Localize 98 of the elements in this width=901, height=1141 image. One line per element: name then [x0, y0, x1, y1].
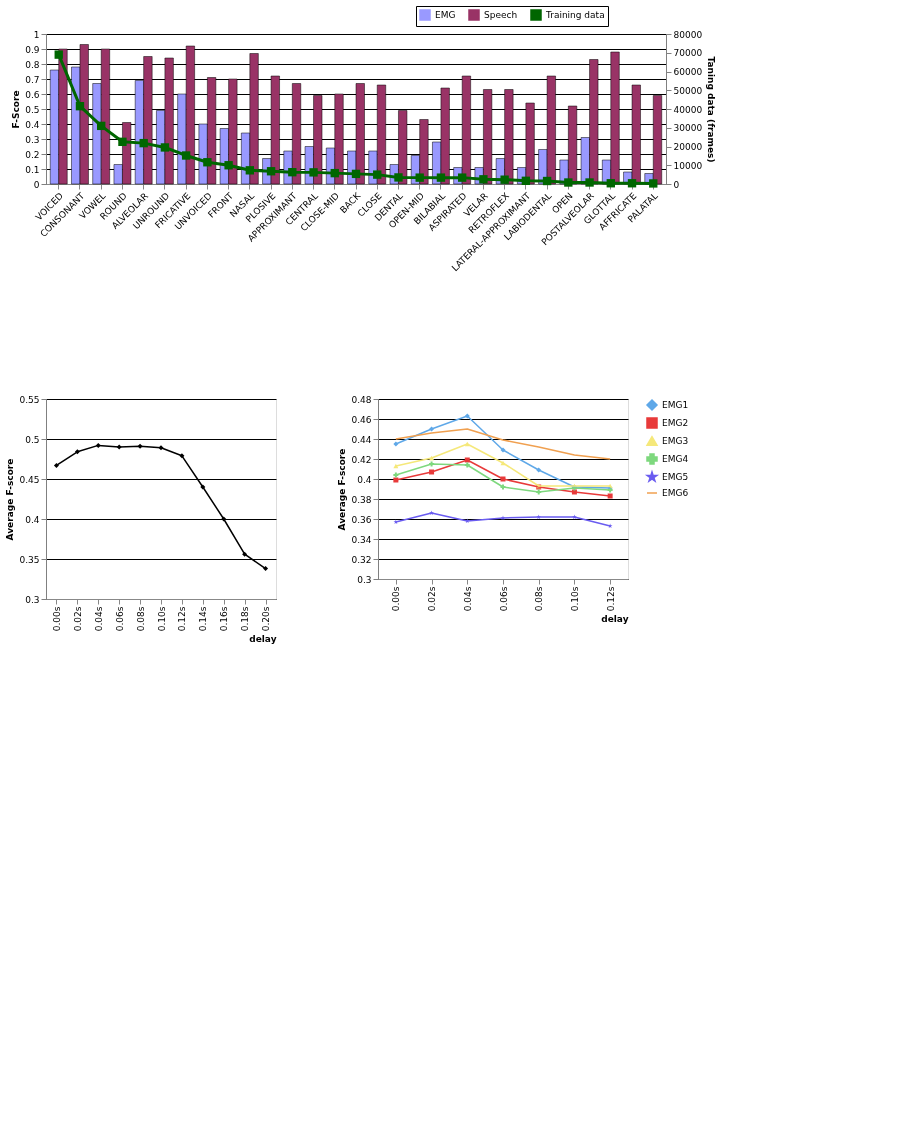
point: [288, 168, 297, 177]
y-tick-label: 0.2: [25, 149, 40, 160]
y-tick-label: 0.7: [25, 74, 40, 85]
legend-label: EMG2: [662, 418, 689, 428]
x-tick-label: 0.20s: [261, 606, 272, 632]
y-tick-label: 0.3: [25, 134, 40, 145]
point: [181, 151, 191, 160]
y2-tick-label: 40000: [673, 104, 703, 115]
y-tick-label: 0: [33, 179, 40, 190]
x-tick-label: 0.08s: [135, 606, 146, 632]
y-tick-label: 0.6: [25, 89, 40, 100]
y2-tick-label: 20000: [673, 142, 703, 152]
y-tick-label: 0.5: [25, 434, 40, 445]
y-tick-label: 0.5: [25, 104, 40, 115]
x-tick-label: 0.14s: [198, 606, 209, 632]
y-tick-label: 0.8: [25, 59, 40, 70]
point: [224, 161, 233, 170]
x-tick-label: 0.00s: [391, 586, 402, 612]
point: [627, 179, 637, 188]
x-tick-label: 0.02s: [427, 586, 438, 612]
y-tick-label: 0.3: [25, 594, 40, 605]
x-tick-label: 0.10s: [569, 586, 580, 612]
y-axis-title: Average F-score: [5, 458, 16, 541]
point: [564, 178, 573, 187]
x-tick-label: 0.02s: [72, 606, 83, 632]
y-tick-label: 0.9: [25, 44, 40, 55]
y2-tick-label: 60000: [673, 67, 703, 77]
y2-tick-label: 0: [673, 179, 680, 190]
legend-label: Training data: [545, 10, 605, 20]
y-tick-label: 0.42: [351, 454, 372, 465]
y-tick-label: 0.46: [351, 414, 372, 425]
x-axis-title: delay: [249, 634, 277, 645]
x-tick-label: 0.08s: [534, 586, 545, 612]
y-tick-label: 1: [33, 29, 40, 40]
point: [160, 143, 170, 152]
y2-axis-title: Taning data (frames): [706, 56, 717, 163]
point: [75, 102, 85, 111]
point: [606, 179, 615, 188]
y-tick-label: 0.34: [351, 534, 372, 545]
y-tick-label: 0.55: [19, 394, 40, 405]
y-tick-label: 0.45: [19, 474, 40, 485]
point: [436, 173, 446, 182]
y-tick-label: 0.48: [351, 394, 372, 405]
x-tick-label: 0.04s: [93, 606, 104, 632]
y-tick-label: 0.44: [351, 434, 372, 445]
y-tick-label: 0.4: [357, 474, 372, 485]
point: [415, 173, 424, 182]
point: [649, 179, 658, 188]
legend-label: Speech: [484, 10, 518, 20]
legend-label: EMG5: [662, 472, 689, 482]
y2-tick-label: 70000: [673, 48, 703, 59]
x-tick-label: 0.06s: [114, 606, 125, 632]
legend-label: EMG6: [662, 488, 689, 498]
y-tick-label: 0.1: [25, 164, 40, 175]
y-axis-title: F-Score: [11, 90, 22, 129]
x-axis-title: delay: [601, 614, 629, 625]
legend-label: EMG1: [662, 400, 689, 410]
point: [373, 170, 382, 179]
y2-tick-label: 80000: [673, 29, 703, 40]
x-tick-label: 0.04s: [462, 586, 473, 612]
line-series: [395, 428, 611, 460]
x-tick-label: 0.12s: [605, 586, 616, 612]
y-tick-label: 0.32: [351, 554, 372, 565]
y-tick-label: 0.3: [357, 574, 372, 585]
point: [309, 168, 318, 177]
y-axis-title: Average F-score: [337, 448, 348, 531]
x-tick-label: 0.00s: [51, 606, 62, 632]
legend-label: EMG4: [662, 454, 689, 464]
line-series: [393, 510, 613, 529]
x-tick-label: 0.12s: [177, 606, 188, 632]
y2-tick-label: 30000: [673, 123, 703, 134]
y2-tick-label: 50000: [673, 85, 703, 96]
x-tick-label: 0.10s: [156, 606, 167, 632]
point: [203, 158, 212, 167]
point: [351, 169, 361, 179]
point: [585, 178, 594, 187]
point: [97, 121, 106, 131]
point: [500, 175, 509, 184]
y-tick-label: 0.36: [351, 514, 372, 525]
point: [521, 176, 531, 185]
legend-label: EMG3: [662, 436, 689, 446]
x-tick-label: 0.18s: [240, 606, 251, 632]
point: [330, 168, 339, 178]
y2-tick-label: 10000: [673, 160, 703, 171]
y-tick-label: 0.38: [351, 494, 372, 505]
point: [54, 50, 63, 59]
point: [118, 137, 127, 146]
y-tick-label: 0.35: [19, 554, 40, 565]
x-tick-label: 0.06s: [498, 586, 509, 612]
point: [542, 176, 552, 186]
x-tick-label: 0.16s: [219, 606, 230, 632]
y-tick-label: 0.4: [25, 514, 40, 525]
y-tick-label: 0.4: [25, 119, 40, 130]
point: [266, 167, 276, 176]
legend-label: EMG: [435, 10, 456, 20]
point: [245, 166, 255, 175]
point: [139, 138, 148, 148]
point: [457, 173, 467, 182]
